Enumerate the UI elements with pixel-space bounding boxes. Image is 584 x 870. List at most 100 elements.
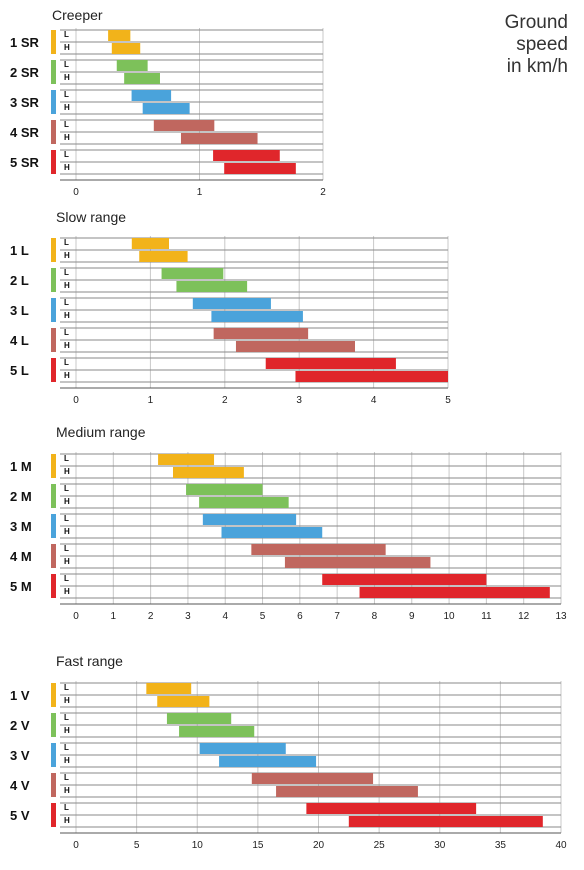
l-label: L xyxy=(64,574,69,583)
l-label: L xyxy=(64,358,69,367)
bar-low xyxy=(192,298,271,309)
l-label: L xyxy=(64,514,69,523)
bar-high xyxy=(142,103,190,114)
bar-low xyxy=(251,544,386,555)
x-tick-label: 5 xyxy=(445,395,451,406)
h-label: H xyxy=(64,73,70,82)
panel-title: Creeper xyxy=(52,7,103,23)
h-label: H xyxy=(64,467,70,476)
x-tick-label: 13 xyxy=(555,611,567,622)
bar-high xyxy=(235,341,355,352)
bar-low xyxy=(131,90,172,101)
x-tick-label: 10 xyxy=(192,840,204,851)
x-tick-label: 0 xyxy=(73,395,79,406)
bar-low xyxy=(265,358,396,369)
bar-high xyxy=(295,371,448,382)
gear-color-bar xyxy=(51,454,56,478)
bar-low xyxy=(199,743,286,754)
gear-color-bar xyxy=(51,574,56,598)
l-label: L xyxy=(64,713,69,722)
h-label: H xyxy=(64,587,70,596)
h-label: H xyxy=(64,103,70,112)
gear-label: 5 V xyxy=(10,808,30,823)
x-tick-label: 30 xyxy=(434,840,446,851)
h-label: H xyxy=(64,251,70,260)
gear-color-bar xyxy=(51,514,56,538)
bar-low xyxy=(116,60,148,71)
bar-low xyxy=(166,713,232,724)
gear-color-bar xyxy=(51,268,56,292)
gear-color-bar xyxy=(51,713,56,737)
bar-high xyxy=(284,557,431,568)
gear-color-bar xyxy=(51,743,56,767)
gear-color-bar xyxy=(51,803,56,827)
h-label: H xyxy=(64,341,70,350)
gear-color-bar xyxy=(51,773,56,797)
gear-color-bar xyxy=(51,90,56,114)
x-tick-label: 4 xyxy=(371,395,377,406)
x-tick-label: 7 xyxy=(334,611,340,622)
h-label: H xyxy=(64,497,70,506)
l-label: L xyxy=(64,298,69,307)
bar-high xyxy=(157,696,210,707)
h-label: H xyxy=(64,756,70,765)
gear-label: 1 V xyxy=(10,688,30,703)
bar-low xyxy=(213,150,280,161)
l-label: L xyxy=(64,328,69,337)
h-label: H xyxy=(64,311,70,320)
bar-low xyxy=(306,803,477,814)
bar-high xyxy=(173,467,244,478)
gear-label: 4 V xyxy=(10,778,30,793)
x-tick-label: 3 xyxy=(185,611,191,622)
h-label: H xyxy=(64,816,70,825)
gear-color-bar xyxy=(51,238,56,262)
x-tick-label: 0 xyxy=(73,611,79,622)
bar-low xyxy=(146,683,192,694)
x-tick-label: 25 xyxy=(374,840,386,851)
l-label: L xyxy=(64,150,69,159)
x-tick-label: 1 xyxy=(148,395,154,406)
gear-color-bar xyxy=(51,298,56,322)
l-label: L xyxy=(64,544,69,553)
gear-label: 1 SR xyxy=(10,35,40,50)
x-tick-label: 2 xyxy=(222,395,228,406)
gear-color-bar xyxy=(51,484,56,508)
l-label: L xyxy=(64,454,69,463)
gear-label: 5 M xyxy=(10,579,32,594)
x-tick-label: 1 xyxy=(197,187,203,198)
x-tick-label: 12 xyxy=(518,611,530,622)
gear-color-bar xyxy=(51,150,56,174)
h-label: H xyxy=(64,133,70,142)
unit-title: Ground speed in km/h xyxy=(448,12,568,78)
gear-label: 5 L xyxy=(10,363,29,378)
bar-high xyxy=(348,816,543,827)
gear-color-bar xyxy=(51,683,56,707)
x-tick-label: 11 xyxy=(481,611,492,622)
bar-high xyxy=(111,43,141,54)
gear-label: 4 L xyxy=(10,333,29,348)
x-tick-label: 35 xyxy=(495,840,507,851)
h-label: H xyxy=(64,163,70,172)
gear-label: 2 L xyxy=(10,273,29,288)
h-label: H xyxy=(64,726,70,735)
l-label: L xyxy=(64,803,69,812)
bar-low xyxy=(186,484,263,495)
bar-high xyxy=(124,73,160,84)
gear-color-bar xyxy=(51,60,56,84)
x-tick-label: 2 xyxy=(320,187,326,198)
l-label: L xyxy=(64,268,69,277)
bar-low xyxy=(153,120,215,131)
gear-label: 1 L xyxy=(10,243,29,258)
bar-low xyxy=(251,773,374,784)
gear-color-bar xyxy=(51,328,56,352)
unit-title-line-1: Ground xyxy=(504,12,568,33)
bar-high xyxy=(219,756,317,767)
x-tick-label: 10 xyxy=(444,611,456,622)
x-tick-label: 15 xyxy=(252,840,264,851)
l-label: L xyxy=(64,743,69,752)
l-label: L xyxy=(64,683,69,692)
x-tick-label: 5 xyxy=(134,840,140,851)
panel-title: Medium range xyxy=(56,424,146,440)
